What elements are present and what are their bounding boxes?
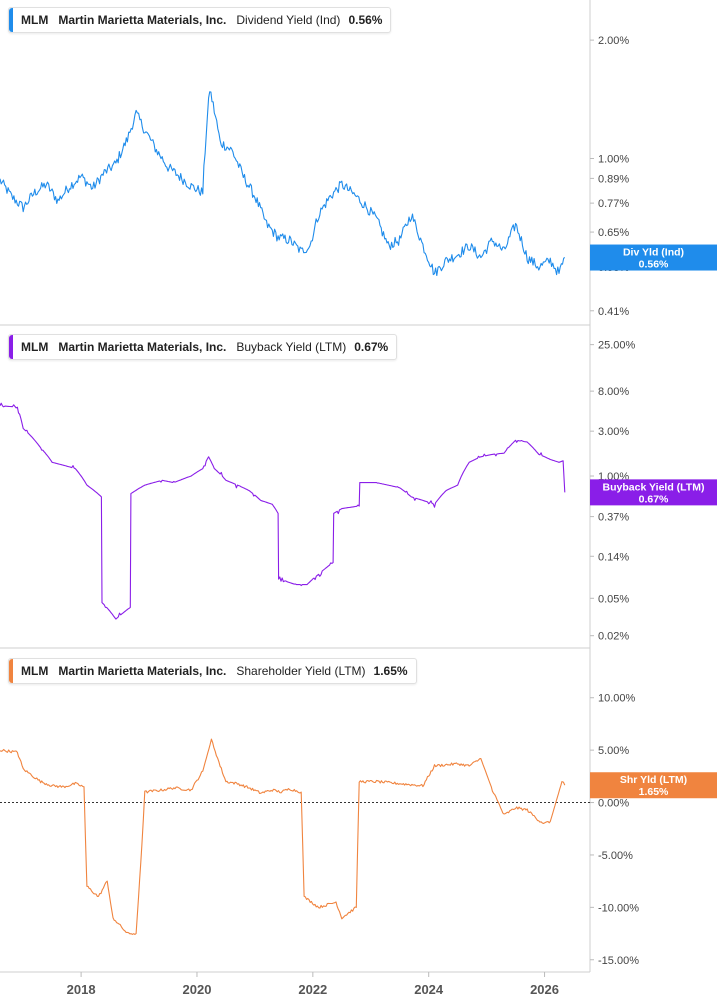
y-tick-label: 0.14% xyxy=(598,551,629,563)
series-line xyxy=(0,91,566,277)
y-tick-label: 25.00% xyxy=(598,340,636,352)
y-tick-label: 0.89% xyxy=(598,173,629,185)
value-tag xyxy=(590,244,717,271)
series-line xyxy=(0,738,566,935)
legend-buyback-yield[interactable]: MLM Martin Marietta Materials, Inc. Buyb… xyxy=(8,334,398,360)
value-tag-label: Div Yld (Ind) xyxy=(623,247,684,259)
value-tag-value: 0.56% xyxy=(639,259,669,271)
y-tick-label: 5.00% xyxy=(598,745,629,757)
legend-color-swatch xyxy=(9,335,13,359)
y-tick-label: 2.00% xyxy=(598,35,629,47)
value-tag-value: 0.67% xyxy=(639,493,669,505)
y-tick-label: -15.00% xyxy=(598,955,639,967)
legend-color-swatch xyxy=(9,659,13,683)
legend-ticker: MLM xyxy=(21,340,49,354)
legend-value: 0.67% xyxy=(354,340,389,354)
y-tick-label: 0.65% xyxy=(598,227,629,239)
y-tick-label: 0.37% xyxy=(598,512,629,524)
value-tag-label: Buyback Yield (LTM) xyxy=(603,481,705,493)
legend-company: Martin Marietta Materials, Inc. xyxy=(58,664,227,678)
y-tick-label: 0.41% xyxy=(598,306,629,318)
x-tick-label: 2026 xyxy=(530,982,559,997)
legend-value: 0.56% xyxy=(348,13,383,27)
x-tick-label: 2020 xyxy=(183,982,212,997)
legend-metric: Shareholder Yield (LTM) xyxy=(236,664,366,678)
legend-shareholder-yield[interactable]: MLM Martin Marietta Materials, Inc. Shar… xyxy=(8,658,417,684)
y-tick-label: 0.05% xyxy=(598,593,629,605)
y-tick-label: 1.00% xyxy=(598,154,629,166)
x-tick-label: 2024 xyxy=(414,982,444,997)
legend-color-swatch xyxy=(9,8,13,32)
y-tick-label: -10.00% xyxy=(598,902,639,914)
legend-company: Martin Marietta Materials, Inc. xyxy=(58,13,227,27)
y-tick-label: 10.00% xyxy=(598,693,636,705)
legend-company: Martin Marietta Materials, Inc. xyxy=(58,340,227,354)
value-tag xyxy=(590,479,717,506)
value-tag-label: Shr Yld (LTM) xyxy=(620,774,687,786)
legend-metric: Dividend Yield (Ind) xyxy=(236,13,341,27)
x-tick-label: 2018 xyxy=(67,982,96,997)
legend-ticker: MLM xyxy=(21,13,49,27)
legend-value: 1.65% xyxy=(373,664,408,678)
series-line xyxy=(0,402,566,620)
x-tick-label: 2022 xyxy=(298,982,327,997)
legend-dividend-yield[interactable]: MLM Martin Marietta Materials, Inc. Divi… xyxy=(8,7,392,33)
legend-metric: Buyback Yield (LTM) xyxy=(236,340,347,354)
y-tick-label: 0.02% xyxy=(598,631,629,643)
y-tick-label: 0.00% xyxy=(598,798,629,810)
y-tick-label: 8.00% xyxy=(598,386,629,398)
y-tick-label: 3.00% xyxy=(598,426,629,438)
y-tick-label: -5.00% xyxy=(598,850,633,862)
value-tag xyxy=(590,772,717,799)
legend-ticker: MLM xyxy=(21,664,49,678)
value-tag-value: 1.65% xyxy=(639,786,669,798)
y-tick-label: 0.77% xyxy=(598,198,629,210)
